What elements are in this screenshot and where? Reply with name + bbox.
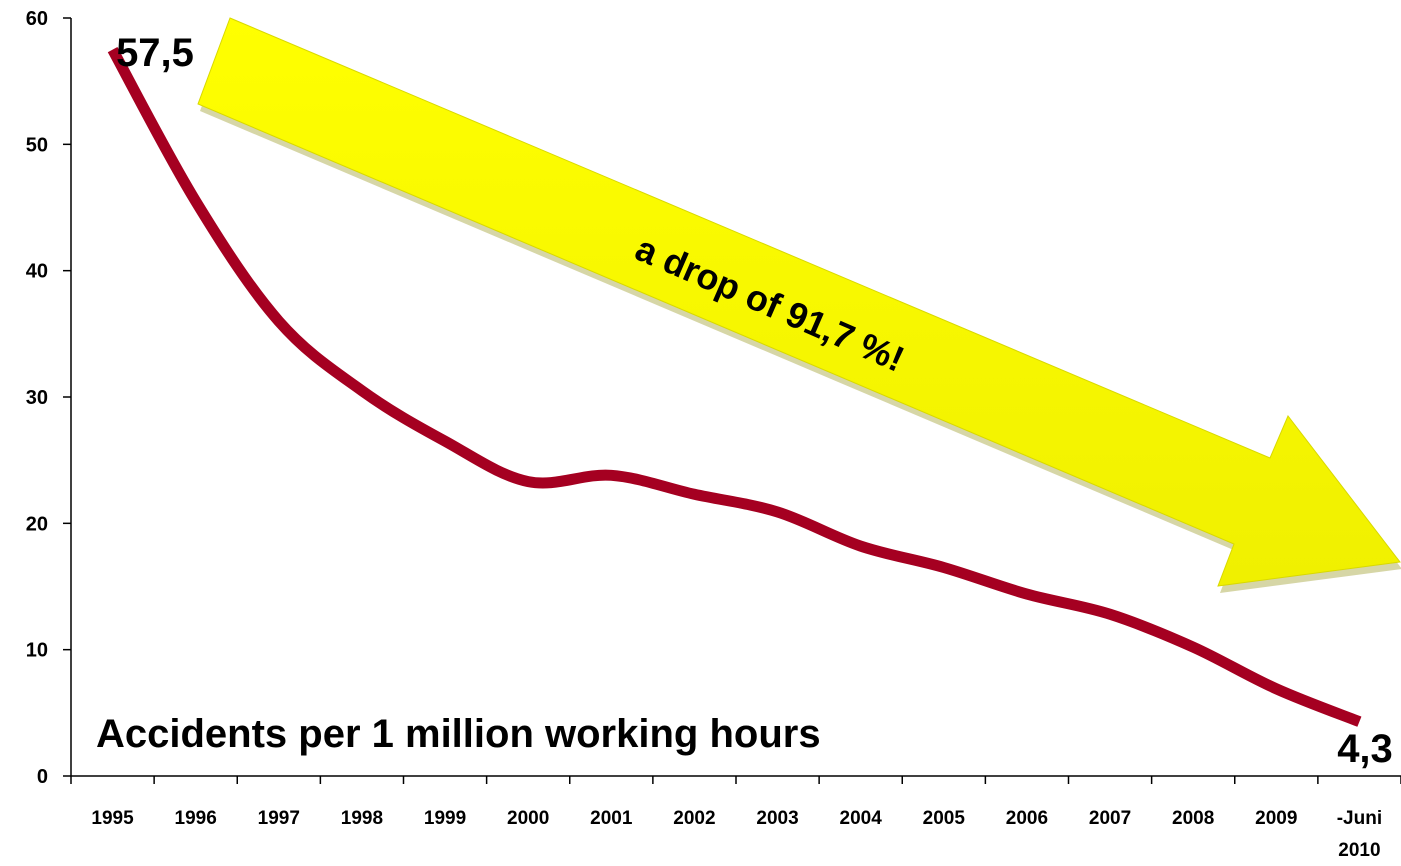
x-tick-label: 1998 bbox=[341, 808, 383, 829]
drop-arrow: a drop of 91,7 %! bbox=[197, 17, 1401, 593]
annotation-label: Accidents per 1 million working hours bbox=[96, 712, 821, 756]
y-tick-label: 50 bbox=[26, 134, 48, 156]
x-tick-label: 2007 bbox=[1089, 808, 1131, 829]
x-tick-label: 2009 bbox=[1255, 808, 1297, 829]
x-tick-label: 1997 bbox=[258, 808, 300, 829]
y-tick-label: 10 bbox=[26, 640, 48, 662]
x-tick-label: 1995 bbox=[91, 808, 134, 829]
x-tick-label: 2005 bbox=[923, 808, 966, 829]
y-tick-label: 60 bbox=[26, 8, 48, 30]
x-tick-label: 1996 bbox=[175, 808, 217, 829]
x-tick-label: 2008 bbox=[1172, 808, 1214, 829]
x-tick-label: 2003 bbox=[756, 808, 798, 829]
y-tick-label: 0 bbox=[37, 766, 48, 788]
y-tick-label: 30 bbox=[26, 387, 48, 409]
x-tick-label: 1999 bbox=[424, 808, 466, 829]
x-tick-label: 2002 bbox=[673, 808, 715, 829]
y-tick-label: 20 bbox=[26, 513, 48, 535]
x-ticks: 1995 1996 1997 1998 1999 2000 2001 2002 2003 2004… bbox=[70, 776, 1401, 861]
y-tick-label: 40 bbox=[26, 261, 48, 283]
x-tick-label: 2001 bbox=[590, 808, 633, 829]
data-label-first: 57,5 bbox=[116, 31, 194, 75]
drop-arrow-shape bbox=[197, 17, 1401, 587]
series-line bbox=[107, 46, 1362, 727]
x-tick-label: 2004 bbox=[840, 808, 883, 829]
x-tick-label: 2000 bbox=[507, 808, 549, 829]
y-ticks: 0 10 20 30 40 50 60 bbox=[26, 8, 71, 788]
x-tick-label: -Juni 2010 bbox=[1337, 808, 1382, 861]
data-label-last: 4,3 bbox=[1337, 727, 1393, 771]
x-tick-label: 2006 bbox=[1006, 808, 1048, 829]
